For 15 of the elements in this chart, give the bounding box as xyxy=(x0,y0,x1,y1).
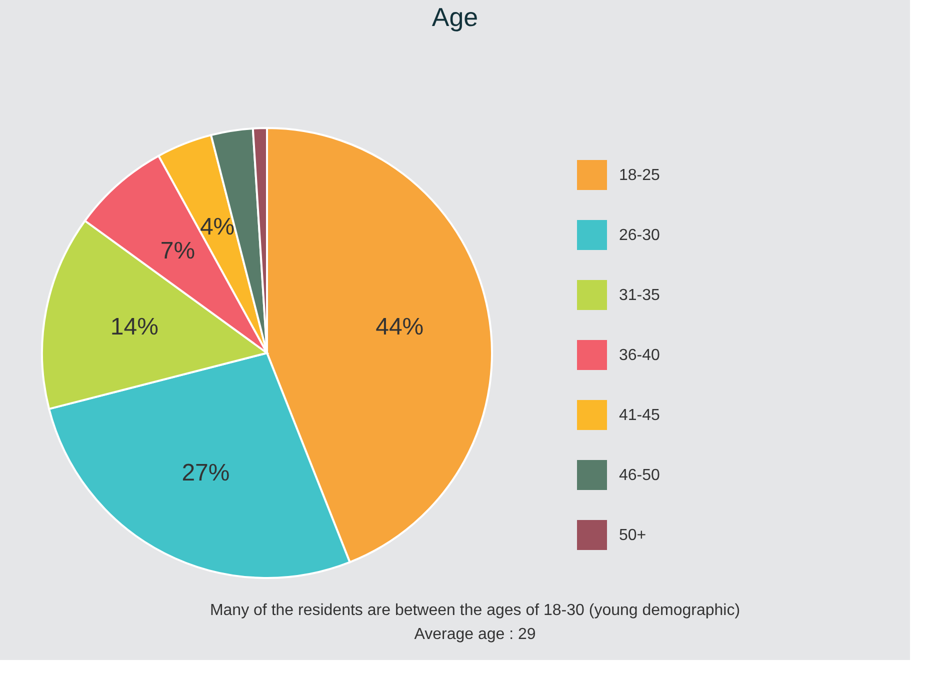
legend-label: 26-30 xyxy=(619,227,660,244)
data-label: 44% xyxy=(376,314,424,341)
legend-label: 36-40 xyxy=(619,347,660,364)
data-label: 27% xyxy=(182,459,230,486)
legend-label: 46-50 xyxy=(619,467,660,484)
legend-label: 31-35 xyxy=(619,287,660,304)
text: Many of the residents are between the ages of 18-30 (young demographic) xyxy=(210,602,740,619)
legend-label: 18-25 xyxy=(619,167,660,184)
legend-label: 41-45 xyxy=(619,407,660,424)
text: Average age : 29 xyxy=(414,626,536,643)
chart-title: Age xyxy=(432,2,478,32)
data-label: 7% xyxy=(160,238,196,265)
data-label: 4% xyxy=(200,213,235,240)
data-label: 14% xyxy=(110,314,158,341)
legend-label: 50+ xyxy=(619,527,646,544)
